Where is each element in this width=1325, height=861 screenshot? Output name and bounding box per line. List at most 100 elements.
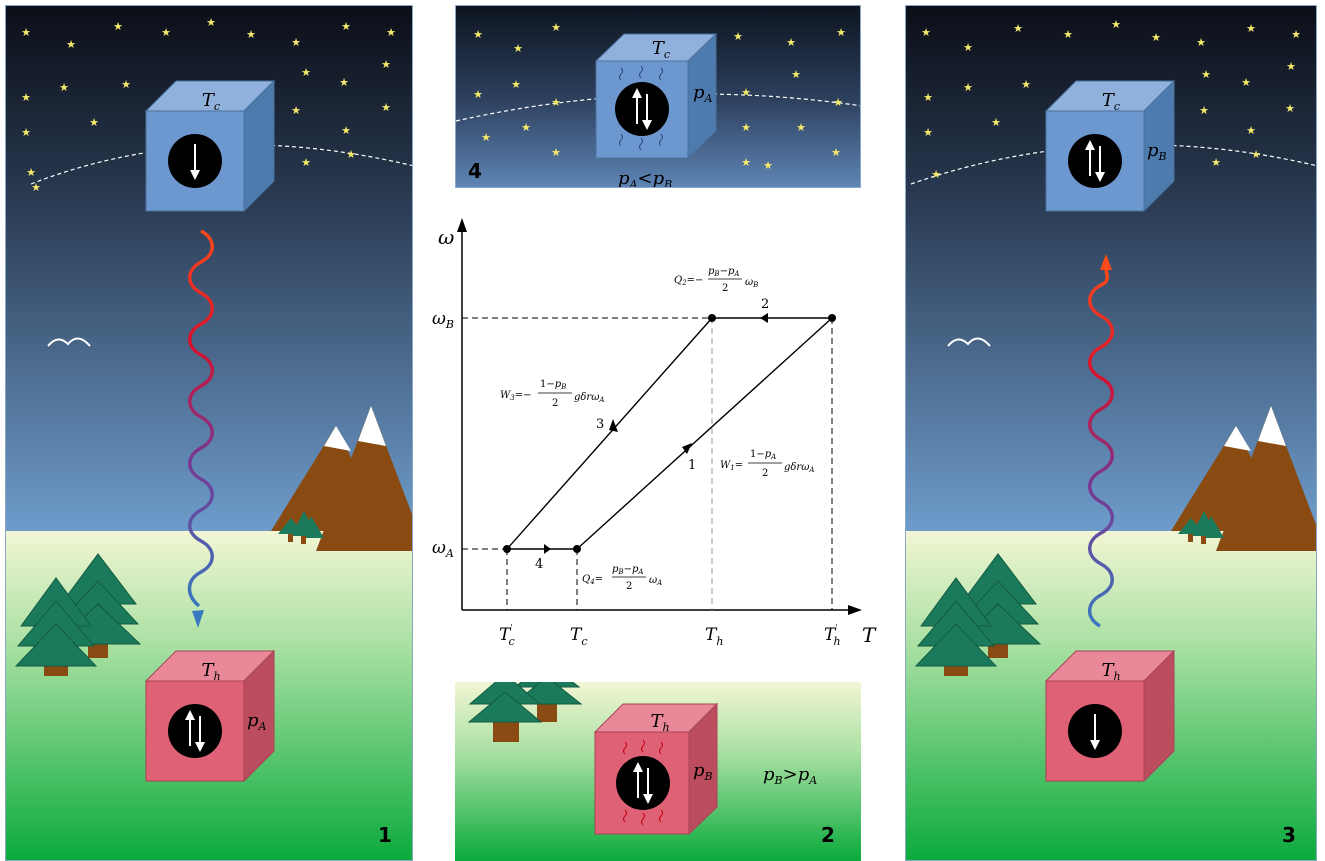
pressure-label: p — [693, 82, 705, 103]
svg-text:★: ★ — [113, 20, 123, 33]
spin-down-icon — [190, 170, 200, 180]
box-temp-label: T — [202, 90, 216, 111]
svg-text:Tc: Tc — [202, 90, 220, 113]
pressure-label: p — [247, 710, 259, 731]
svg-text:★: ★ — [551, 146, 561, 159]
svg-text:Th: Th — [201, 660, 220, 683]
pressure-label: p — [1147, 140, 1159, 161]
svg-text:★: ★ — [513, 42, 523, 55]
svg-text:★: ★ — [836, 26, 846, 39]
stars: ★ ★ ★ ★ ★ ★ ★ ★ ★ ★ ★ ★ ★ ★ ★ ★ ★ ★ ★ ★ ★ ★ ★ — [921, 18, 1301, 181]
annotation-q2: Q2=− pB−pA 2 ωB — [674, 266, 758, 294]
box-temp-label: T — [1101, 660, 1115, 681]
small-trees — [1178, 511, 1224, 544]
svg-text:★: ★ — [521, 121, 531, 134]
svg-text:★: ★ — [1151, 31, 1161, 44]
svg-text:★: ★ — [796, 121, 806, 134]
svg-text:★: ★ — [1285, 102, 1295, 115]
y-tick-omega-b: ωB — [432, 309, 454, 331]
spin-updown-icon — [643, 794, 653, 804]
svg-text:pB−pA: pB−pA — [708, 266, 739, 278]
svg-text:★: ★ — [1021, 78, 1031, 91]
svg-text:pA: pA — [693, 82, 713, 105]
x-tick-tc-prime: T' c — [499, 623, 515, 648]
emission-wave-icon — [619, 65, 663, 151]
svg-text:★: ★ — [481, 131, 491, 144]
pressure-label: p — [693, 760, 705, 781]
stars: ★ ★ ★ ★ ★ ★ ★ ★ ★ ★ ★ ★ ★ ★ ★ ★ ★ ★ ★ ★ ★ ★ ★ ★ — [21, 16, 396, 194]
svg-text:★: ★ — [161, 26, 171, 39]
svg-text:gδrωA: gδrωA — [574, 392, 604, 404]
cycle-chart: ω T 1 2 3 4 ωB ωA T' c Tc Th T' h Q2=− pB−… — [420, 210, 890, 670]
svg-text:pB: pB — [693, 760, 713, 783]
panel-1: ★ ★ ★ ★ ★ ★ ★ ★ ★ ★ ★ ★ ★ ★ ★ ★ ★ ★ ★ ★ ★ ★ ★ ★ Tc — [5, 5, 413, 861]
cold-box: Tc — [144, 79, 276, 213]
svg-text:Th: Th — [650, 711, 669, 734]
svg-text:pA: pA — [247, 710, 267, 733]
svg-text:ωB: ωB — [745, 277, 758, 289]
svg-text:★: ★ — [1111, 18, 1121, 31]
spin-updown-icon — [1095, 172, 1105, 182]
svg-text:★: ★ — [31, 181, 41, 194]
svg-text:★: ★ — [473, 28, 483, 41]
svg-text:★: ★ — [921, 26, 931, 39]
svg-text:Q4=: Q4= — [582, 574, 603, 586]
box-temp-label: T — [650, 711, 664, 732]
svg-text:★: ★ — [741, 86, 751, 99]
svg-text:★: ★ — [89, 116, 99, 129]
cold-box: Tc pB — [1044, 79, 1176, 213]
panel-number: 3 — [1282, 823, 1296, 847]
svg-text:★: ★ — [741, 156, 751, 169]
panel-2: Th pB pB>pA 2 — [455, 682, 861, 861]
svg-text:★: ★ — [923, 91, 933, 104]
svg-text:Tc: Tc — [1102, 90, 1120, 113]
guide-lines — [462, 317, 833, 610]
svg-text:2: 2 — [626, 581, 632, 592]
bird-icon — [947, 337, 991, 347]
leg-label-1: 1 — [688, 458, 696, 473]
hot-box: Th — [1044, 649, 1176, 783]
cycle-legs — [506, 317, 833, 550]
svg-text:★: ★ — [59, 81, 69, 94]
svg-text:★: ★ — [1291, 28, 1301, 41]
trees — [914, 553, 1042, 676]
svg-text:★: ★ — [551, 96, 561, 109]
y-axis-label: ω — [438, 225, 454, 249]
svg-text:★: ★ — [386, 26, 396, 39]
state-points — [503, 314, 836, 553]
hot-box: Th pB — [593, 702, 719, 836]
svg-text:★: ★ — [341, 124, 351, 137]
svg-text:W1=: W1= — [720, 460, 743, 472]
svg-text:★: ★ — [291, 36, 301, 49]
svg-text:★: ★ — [963, 81, 973, 94]
box-temp-label: T — [1102, 90, 1116, 111]
leg-4-arrow-icon — [544, 544, 551, 554]
svg-text:★: ★ — [339, 76, 349, 89]
spin-updown-icon — [642, 120, 652, 130]
svg-text:★: ★ — [291, 104, 301, 117]
svg-text:★: ★ — [791, 68, 801, 81]
wave-arrowhead-icon — [192, 610, 204, 628]
box-temp-label: T — [201, 660, 215, 681]
svg-text:★: ★ — [1211, 156, 1221, 169]
svg-text:★: ★ — [551, 21, 561, 34]
svg-text:★: ★ — [733, 30, 743, 43]
svg-text:★: ★ — [833, 96, 843, 109]
mountains — [271, 406, 412, 551]
spin-updown-icon — [195, 742, 205, 752]
spin-down-icon — [1090, 740, 1100, 750]
x-tick-tc: Tc — [570, 625, 588, 648]
leg-3-arrow-icon — [609, 419, 618, 432]
stars: ★ ★ ★ ★ ★ ★ ★ ★ ★ ★ ★ ★ ★ ★ ★ ★ ★ ★ ★ ★ — [473, 21, 846, 172]
annotation-q4: Q4= pB−pA 2 ωA — [582, 564, 662, 592]
svg-text:★: ★ — [301, 156, 311, 169]
svg-text:★: ★ — [21, 26, 31, 39]
svg-text:★: ★ — [346, 148, 356, 161]
svg-text:1−pB: 1−pB — [540, 379, 566, 391]
svg-text:★: ★ — [21, 126, 31, 139]
svg-text:2: 2 — [722, 283, 728, 294]
leg-2-arrow-icon — [760, 313, 768, 323]
leg-label-2: 2 — [761, 297, 769, 312]
trees — [14, 553, 142, 676]
small-trees — [278, 511, 324, 544]
